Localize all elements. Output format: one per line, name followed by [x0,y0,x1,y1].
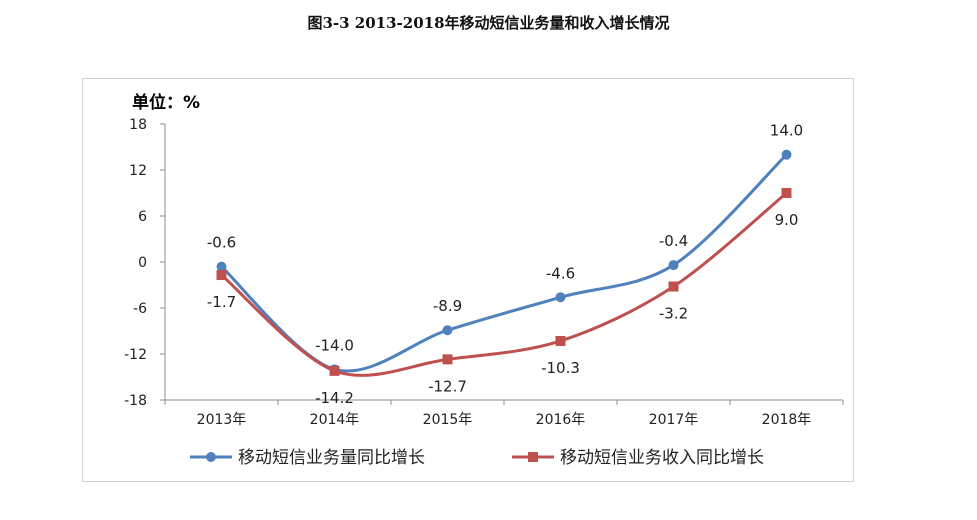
x-tick-label: 2013年 [197,412,247,428]
data-label: -0.6 [207,234,236,252]
series-2-point [216,270,227,281]
y-tick-label: 12 [129,163,147,179]
series-1-point [781,149,792,160]
legend-label: 移动短信业务收入同比增长 [560,448,764,468]
series-2-point [329,365,340,376]
series-1-point [442,325,453,336]
y-tick-label: -12 [124,347,147,363]
unit-label: 单位：% [132,92,200,113]
series-line-1 [220,153,788,373]
series-2-point [442,354,453,365]
x-tick-label: 2016年 [536,412,586,428]
legend: 移动短信业务量同比增长 移动短信业务收入同比增长 [190,448,764,468]
data-label: -1.7 [207,293,236,311]
data-label: -12.7 [428,377,467,395]
y-tick-label: -18 [124,393,147,409]
data-label: -3.2 [659,305,688,323]
legend-marker [528,452,538,462]
data-labels: -0.6 -14.0 -8.9 -4.6 -0.4 14.0 -1.7 -14.2 -12.7 -… [207,122,803,407]
series-layer [216,149,792,377]
x-tick-label: 2014年 [310,412,360,428]
x-tick-label: 2015年 [423,412,473,428]
data-label: -10.3 [541,359,580,377]
data-label: -4.6 [546,264,575,282]
legend-marker [206,452,216,462]
y-tick-label: -6 [133,301,147,317]
data-label: -14.2 [315,389,354,407]
data-label: 14.0 [770,122,803,140]
series-2-point [781,188,792,198]
legend-label: 移动短信业务量同比增长 [238,448,425,468]
series-1-point [555,292,566,303]
series-1-point [668,260,679,271]
y-tick-label: 0 [138,255,147,271]
series-2-point [668,281,679,292]
series-line-2 [220,191,788,377]
chart-title: 图3-3 2013-2018年移动短信业务量和收入增长情况 [307,14,670,32]
axes: 18 12 6 0 -6 -12 -18 2013年 2014年 2015年 2016年 2017年 2… [124,117,844,428]
chart-panel [82,78,854,482]
data-label: -8.9 [433,297,462,315]
data-label: 9.0 [775,211,799,229]
x-tick-label: 2017年 [649,412,699,428]
series-1-point [216,261,227,272]
y-tick-label: 18 [129,117,147,133]
x-tick-label: 2018年 [762,412,812,428]
data-label: -14.0 [315,336,354,354]
data-label: -0.4 [659,232,688,250]
y-tick-label: 6 [138,209,147,225]
series-2-point [555,335,566,346]
